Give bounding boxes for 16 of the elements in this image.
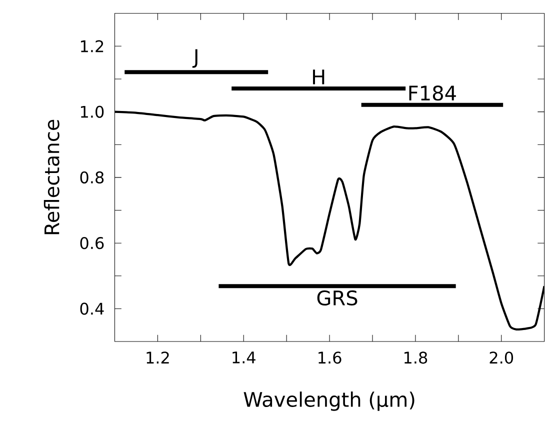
x-tick-label: 2.0 bbox=[490, 352, 514, 364]
x-tick-label: 1.8 bbox=[404, 352, 428, 364]
y-tick-label: 0.6 bbox=[80, 237, 104, 250]
y-axis-title: Reflectance bbox=[44, 120, 60, 234]
x-tick-label: 1.6 bbox=[318, 352, 342, 364]
y-tick-label: 1.0 bbox=[80, 106, 104, 118]
series-label: GRS bbox=[317, 290, 358, 306]
y-tick-label: 0.4 bbox=[80, 302, 104, 315]
x-axis-title: Wavelength (μm) bbox=[244, 392, 414, 411]
y-tick-label: 0.8 bbox=[80, 171, 104, 184]
series-label: J bbox=[192, 49, 198, 68]
x-tick-label: 1.2 bbox=[146, 352, 169, 364]
y-tick-label: 1.2 bbox=[80, 40, 104, 52]
x-tick-label: 1.4 bbox=[232, 352, 256, 364]
series-label: F184 bbox=[409, 86, 456, 101]
series-label: H bbox=[313, 70, 324, 84]
